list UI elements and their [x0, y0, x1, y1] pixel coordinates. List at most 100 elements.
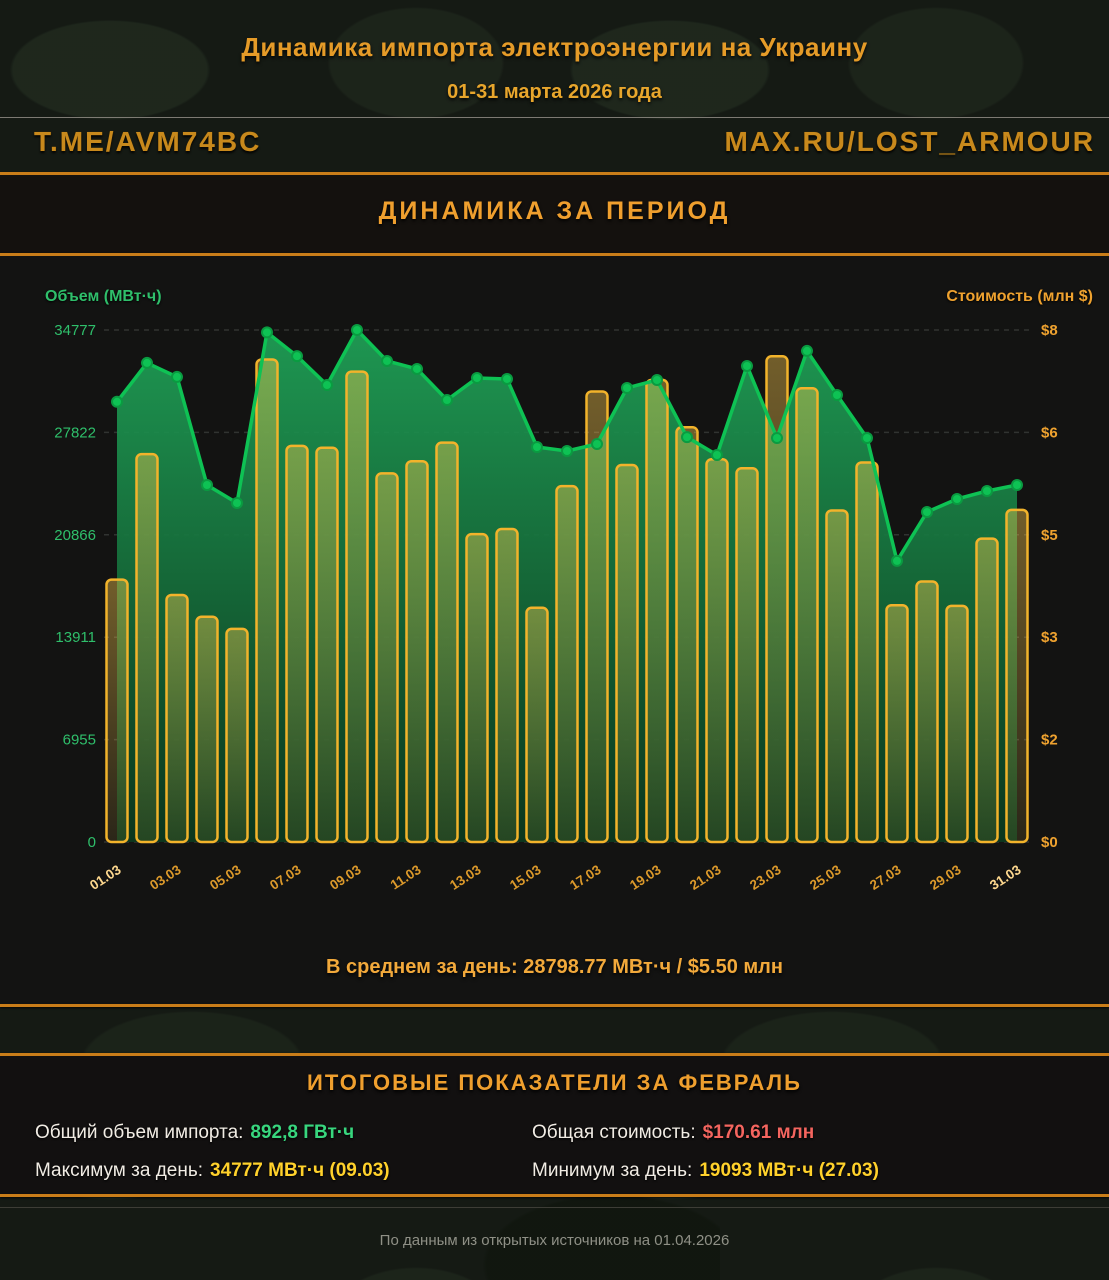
cost-bar	[135, 452, 159, 844]
cost-bar	[855, 461, 879, 844]
total-cost-value: $170.61 млн	[702, 1122, 815, 1143]
volume-dot	[381, 354, 393, 367]
y-tick-label-right: $2	[1041, 732, 1058, 749]
volume-dot	[321, 379, 333, 392]
volume-dot	[111, 395, 123, 408]
volume-dot	[981, 484, 993, 497]
cost-bar	[495, 527, 519, 844]
cost-bar	[375, 472, 399, 844]
y-tick-label-right: $5	[1041, 527, 1058, 544]
volume-dot	[231, 497, 243, 510]
left-axis-title: Объем (МВт·ч)	[45, 288, 162, 305]
y-tick-label-right: $0	[1041, 834, 1058, 851]
volume-dot	[861, 431, 873, 444]
volume-dot	[1011, 478, 1023, 491]
cost-bar	[555, 484, 579, 844]
total-cost-stat: Общая стоимость: $170.61 млн	[532, 1122, 814, 1144]
x-tick-label: 27.03	[867, 862, 904, 893]
period-subtitle: 01-31 марта 2026 года	[447, 81, 662, 103]
volume-dot	[831, 388, 843, 401]
footer-divider-line	[0, 1207, 1109, 1208]
cost-bar	[645, 378, 669, 844]
x-tick-label: 09.03	[327, 862, 364, 893]
x-tick-label: 19.03	[627, 862, 664, 893]
volume-dot	[741, 359, 753, 372]
divider	[0, 253, 1109, 256]
x-tick-label: 01.03	[87, 862, 124, 893]
cost-bar	[105, 578, 129, 844]
cost-bar	[825, 509, 849, 844]
total-volume-stat: Общий объем импорта: 892,8 ГВт·ч	[35, 1122, 354, 1144]
max-day-value: 34777 МВт·ч (09.03)	[210, 1160, 390, 1181]
header: Динамика импорта электроэнергии на Украи…	[0, 0, 1109, 172]
volume-dot	[801, 344, 813, 357]
section-title: ДИНАМИКА ЗА ПЕРИОД	[378, 197, 731, 225]
volume-dot	[591, 437, 603, 450]
volume-dot	[291, 350, 303, 363]
cost-bar	[585, 390, 609, 844]
cost-bar	[315, 446, 339, 844]
x-tick-label: 03.03	[147, 862, 184, 893]
x-tick-label: 05.03	[207, 862, 244, 893]
cost-bar	[225, 627, 249, 844]
max-handle: MAX.RU/LOST_ARMOUR	[724, 126, 1095, 157]
chart-section: Объем (МВт·ч) Стоимость (млн $) 34777 $8 2…	[0, 256, 1109, 1004]
cost-bar	[195, 615, 219, 844]
cost-bar	[285, 444, 309, 844]
source-note: По данным из открытых источников на 01.0…	[379, 1232, 730, 1249]
cost-bar	[795, 386, 819, 844]
y-tick-label-left: 13911	[55, 629, 96, 646]
volume-dot	[501, 372, 513, 385]
y-tick-label-left: 34777	[54, 322, 96, 339]
camo-strip	[0, 1007, 1109, 1053]
y-tick-label-left: 20866	[54, 527, 96, 544]
x-tick-label: 29.03	[927, 862, 964, 893]
cost-bar	[435, 441, 459, 844]
x-tick-label: 11.03	[388, 862, 424, 893]
page-title: Динамика импорта электроэнергии на Украи…	[241, 32, 868, 62]
volume-dot	[561, 445, 573, 458]
volume-dot	[681, 431, 693, 444]
y-tick-label-left: 0	[88, 834, 96, 851]
cost-bar	[885, 603, 909, 844]
daily-average: В среднем за день: 28798.77 МВт·ч / $5.5…	[326, 956, 783, 978]
x-tick-label: 25.03	[807, 862, 844, 893]
y-tick-label-right: $6	[1041, 424, 1058, 441]
x-tick-label: 15.03	[507, 862, 544, 893]
volume-dot	[621, 381, 633, 394]
min-day-label: Минимум за день:	[532, 1160, 693, 1181]
x-tick-label: 21.03	[687, 862, 724, 893]
divider	[0, 1004, 1109, 1007]
volume-dot	[951, 492, 963, 505]
volume-dot	[531, 440, 543, 453]
volume-dot	[651, 373, 663, 386]
max-day-stat: Максимум за день: 34777 МВт·ч (09.03)	[35, 1160, 390, 1182]
volume-dot	[711, 448, 723, 461]
cost-bar	[615, 463, 639, 844]
total-volume-value: 892,8 ГВт·ч	[250, 1122, 355, 1143]
section-title-band: ДИНАМИКА ЗА ПЕРИОД	[0, 175, 1109, 253]
dynamics-chart: 34777 $8 27822 $6 20866 $5 13911 $3 6955 $2 0 $0 01.…	[54, 322, 1058, 893]
cost-bar	[765, 354, 789, 844]
y-tick-label-right: $8	[1041, 322, 1058, 339]
summary-title: ИТОГОВЫЕ ПОКАЗАТЕЛИ ЗА ФЕВРАЛЬ	[307, 1070, 802, 1095]
volume-dot	[891, 554, 903, 567]
cost-bar	[465, 532, 489, 844]
volume-dot	[771, 431, 783, 444]
volume-dot	[171, 370, 183, 383]
volume-dot	[201, 478, 213, 491]
volume-dot	[471, 371, 483, 384]
cost-bar	[915, 580, 939, 844]
cost-bar	[675, 426, 699, 844]
header-divider-line	[0, 117, 1109, 118]
volume-dot	[921, 505, 933, 518]
x-tick-label: 23.03	[747, 862, 784, 893]
x-tick-label: 13.03	[447, 862, 484, 893]
volume-dot	[351, 324, 363, 336]
total-cost-label: Общая стоимость:	[532, 1122, 696, 1143]
cost-bar	[255, 358, 279, 844]
divider	[0, 1194, 1109, 1197]
y-tick-label-right: $3	[1041, 629, 1058, 646]
y-tick-label-left: 6955	[63, 732, 96, 749]
